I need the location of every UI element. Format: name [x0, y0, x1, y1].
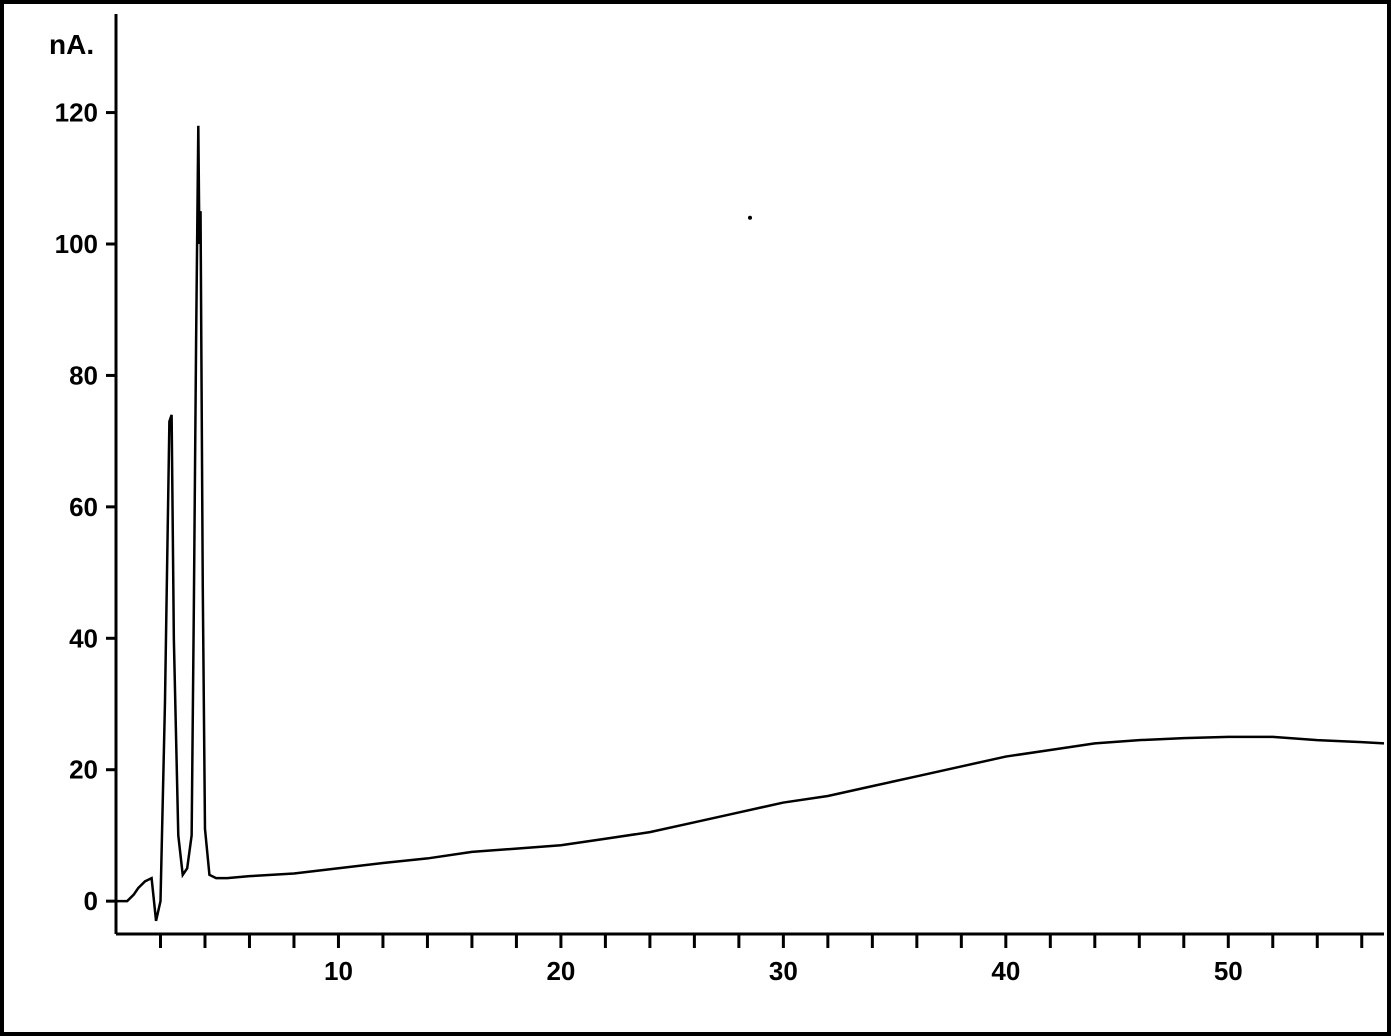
x-tick-label: 50: [1214, 956, 1243, 986]
y-tick-label: 60: [69, 492, 98, 522]
artifact-dot: [748, 216, 752, 220]
data-line: [116, 126, 1384, 921]
x-tick-label: 20: [546, 956, 575, 986]
y-tick-label: 20: [69, 755, 98, 785]
y-tick-label: 0: [84, 886, 98, 916]
x-tick-label: 10: [324, 956, 353, 986]
chart-canvas: nA. 0 20 40 60 80 100 120 10 20 30 40 50: [4, 4, 1387, 1032]
chromatogram-chart: nA. 0 20 40 60 80 100 120 10 20 30 40 50: [0, 0, 1391, 1036]
y-axis-label: nA.: [49, 29, 94, 60]
y-tick-label: 40: [69, 623, 98, 653]
x-tick-label: 30: [769, 956, 798, 986]
x-tick-label: 40: [991, 956, 1020, 986]
y-tick-label: 120: [55, 98, 98, 128]
y-tick-label: 80: [69, 360, 98, 390]
y-tick-label: 100: [55, 229, 98, 259]
